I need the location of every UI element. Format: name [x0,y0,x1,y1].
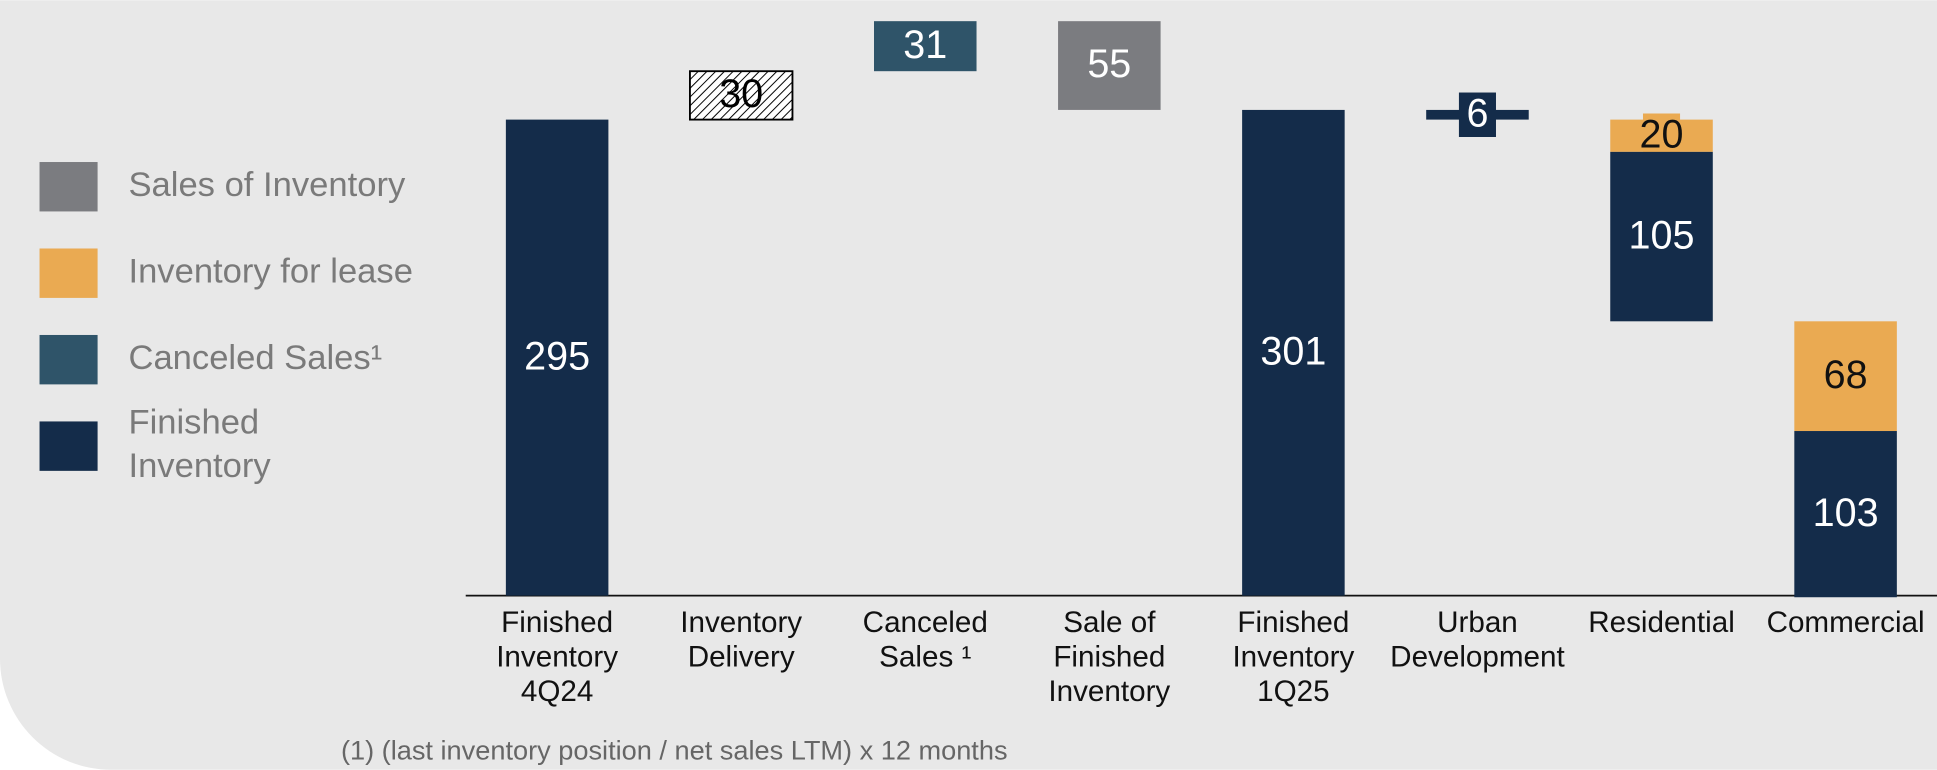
x-tick-label: 4Q24 [521,675,593,708]
legend-label: Finished [128,404,259,442]
bar [1794,431,1897,598]
legend-label: Inventory for lease [128,252,412,290]
x-tick-label: Finished [501,606,613,639]
legend-swatch [39,162,98,212]
footnote: (1) (last inventory position / net sales… [341,735,1008,766]
bar [1058,21,1161,110]
x-tick-label: Residential [1588,606,1735,639]
data-label: 68 [1824,353,1868,397]
label-box [1458,92,1496,137]
label-box [1642,113,1681,158]
data-label: 301 [1260,329,1326,373]
data-label: 6 [1466,91,1488,135]
data-label: 20 [1640,112,1684,156]
data-label: 55 [1087,42,1131,86]
legend-swatch [39,421,98,471]
x-tick-label: Canceled [863,606,988,639]
x-tick-label: Inventory [1232,640,1354,673]
data-label: 103 [1813,491,1879,535]
x-tick-label: Urban [1437,606,1518,639]
bar [1794,321,1897,432]
x-tick-label: Inventory [680,606,802,639]
x-tick-label: Inventory [1048,675,1170,708]
bar [873,21,977,72]
bar [1242,109,1345,596]
bar [505,119,609,596]
bar [689,70,794,121]
x-tick-label: Finished [1237,606,1349,639]
x-tick-label: Sale of [1063,606,1156,639]
legend-swatch [39,248,98,298]
x-tick-label: Finished [1053,640,1165,673]
legend-label: Canceled Sales¹ [128,339,382,377]
x-tick-label: Development [1390,640,1565,673]
x-tick-label: Inventory [496,640,618,673]
legend-label: Inventory [128,447,271,485]
x-tick-label: Sales ¹ [879,640,971,673]
x-tick-label: Delivery [688,640,795,673]
x-tick-label: 1Q25 [1257,675,1329,708]
bar [1610,151,1713,322]
x-tick-label: Commercial [1767,606,1925,639]
legend-swatch [39,334,98,385]
data-label: 31 [903,23,947,67]
legend-label: Sales of Inventory [128,166,405,204]
data-label: 105 [1629,213,1695,257]
data-label: 30 [719,72,763,116]
data-label: 295 [524,334,590,378]
